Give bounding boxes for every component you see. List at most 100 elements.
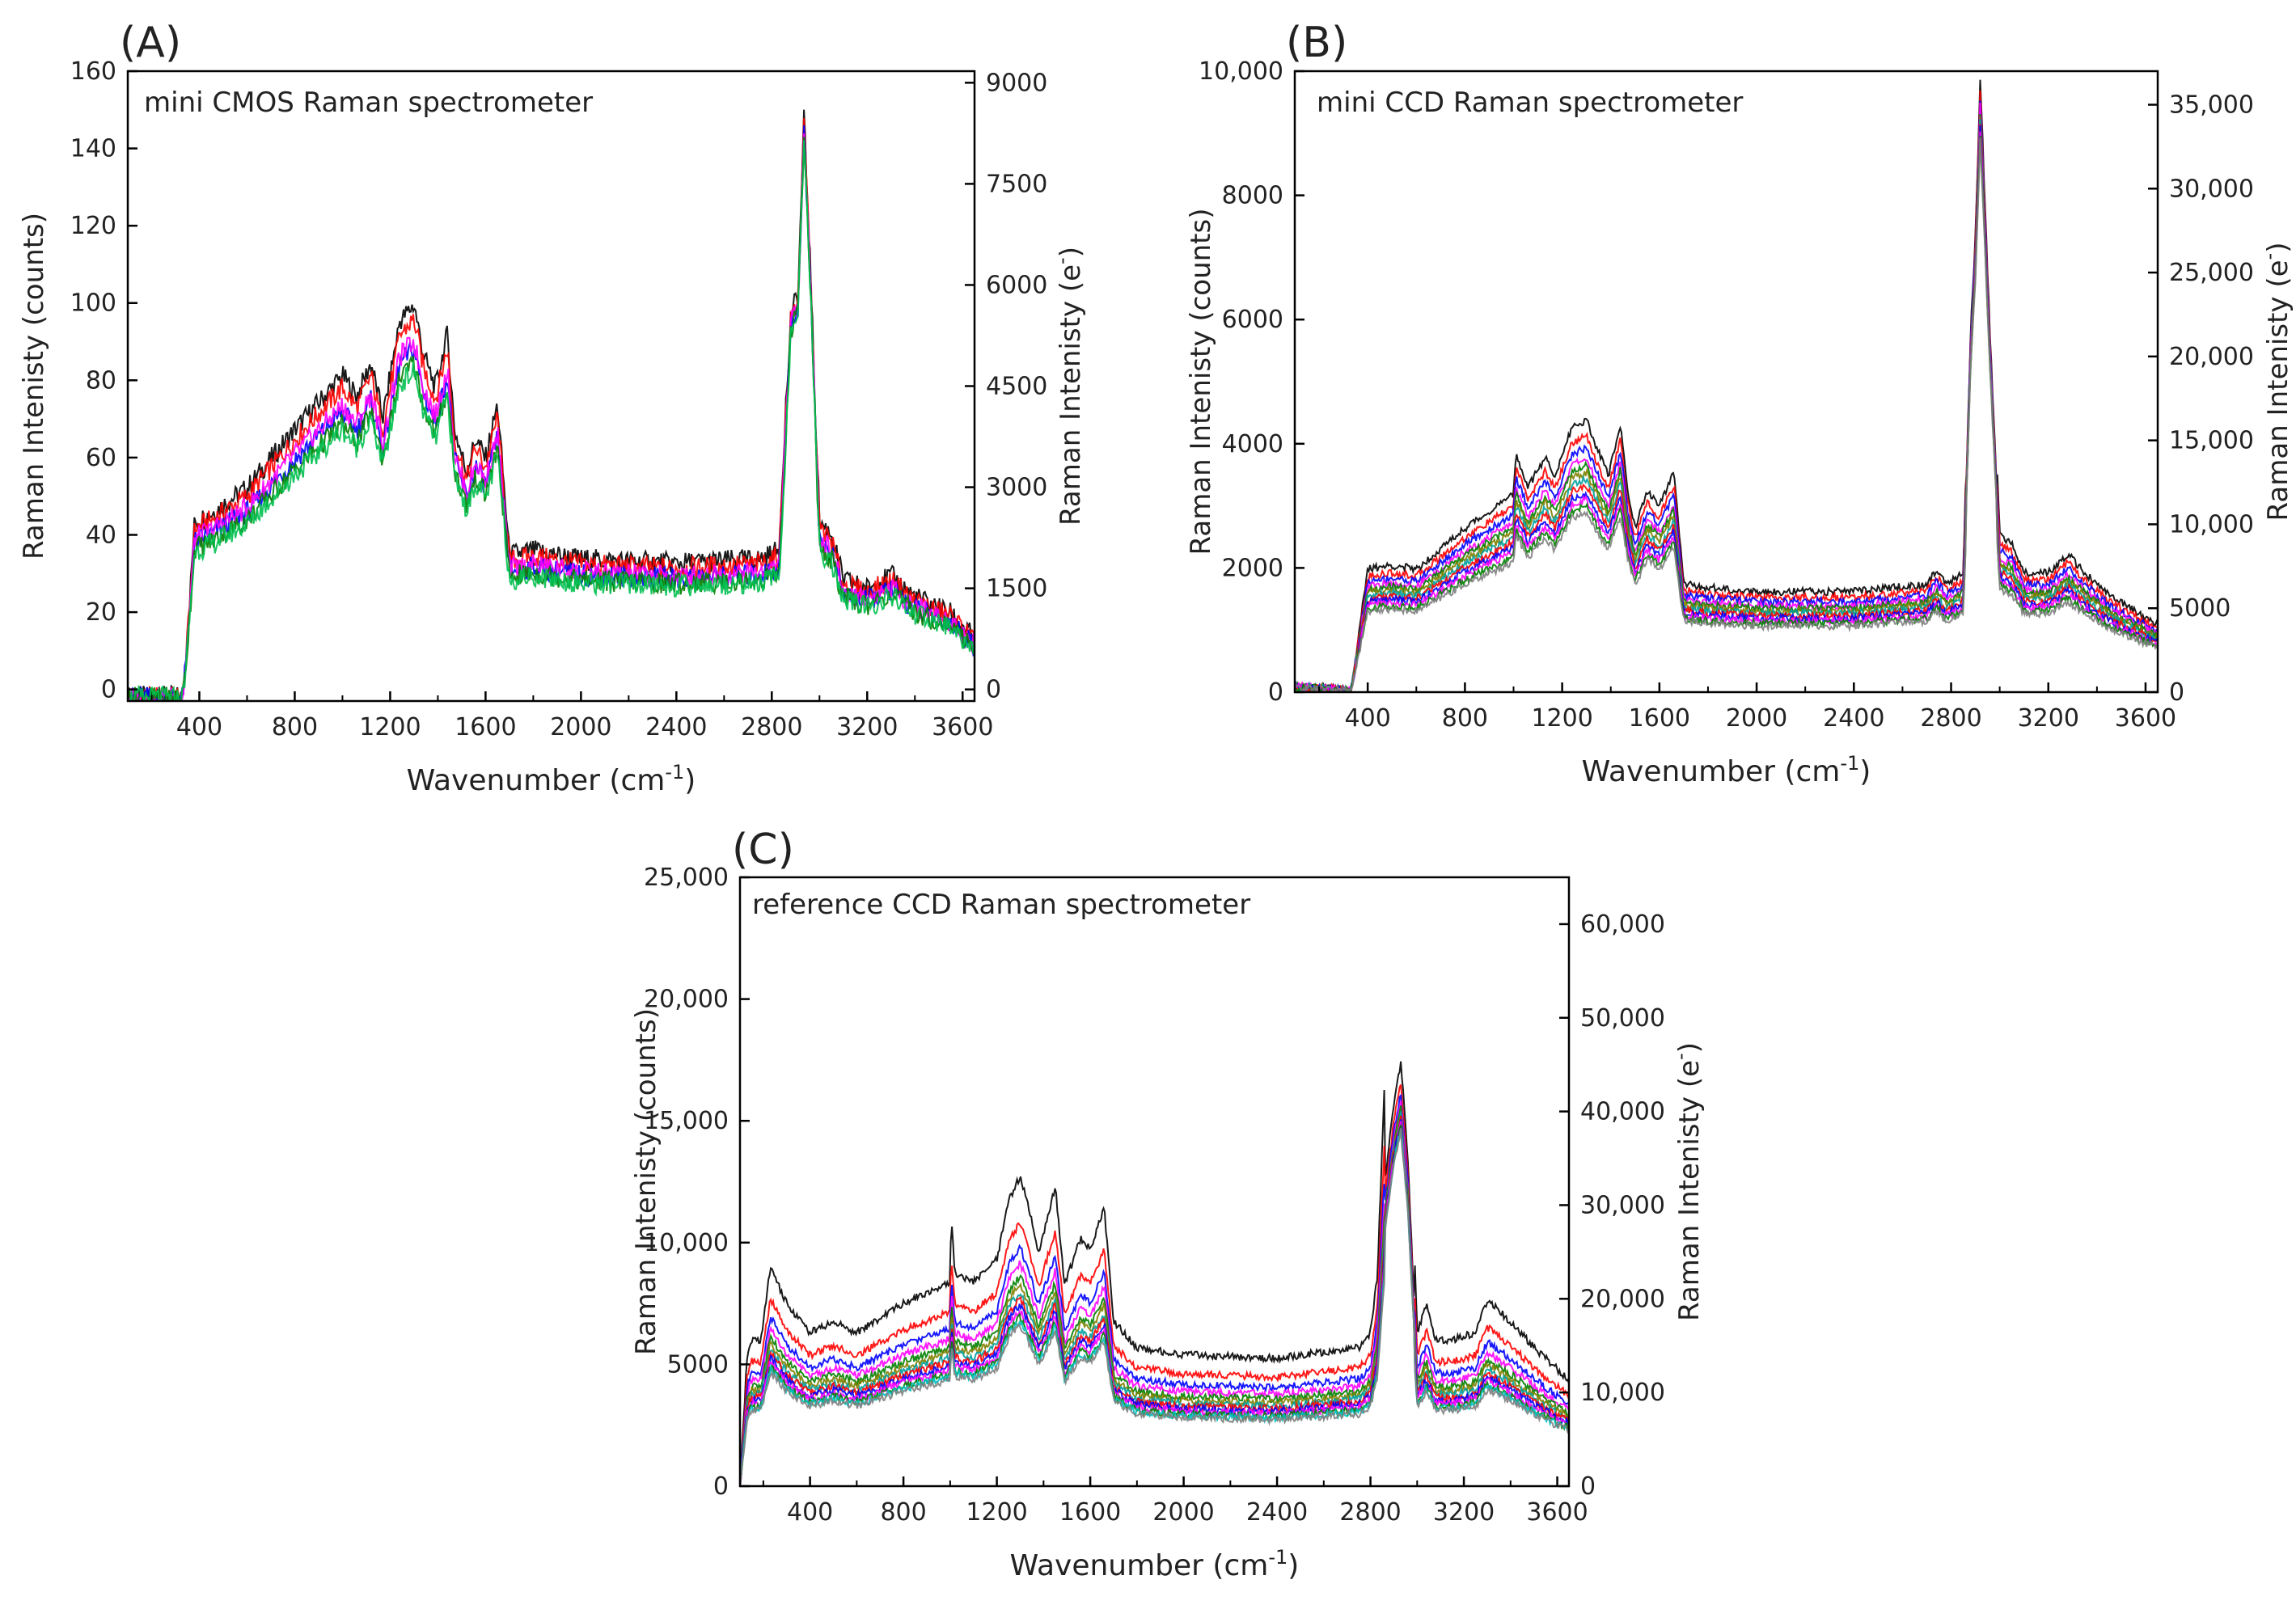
- y2-tick-label: 5000: [2169, 594, 2230, 623]
- y2-tick-label: 60,000: [1580, 910, 1665, 939]
- series-line: [740, 1128, 1569, 1486]
- y2-tick-label: 0: [1580, 1472, 1596, 1501]
- x-tick-label: 2800: [741, 713, 802, 741]
- series-group: [740, 1061, 1569, 1486]
- y2-tick-label: 4500: [986, 373, 1047, 401]
- plot-frame: [1293, 70, 2159, 694]
- x-tick-label: 2400: [1246, 1498, 1308, 1527]
- panel-1: (A)400 800 1200 1600 2000 2400 2800 3200 3600020…: [18, 19, 1087, 797]
- x-tick-label: 2400: [645, 713, 707, 741]
- y2-tick-label: 7500: [986, 170, 1047, 198]
- y2-tick-label: 10,000: [2169, 510, 2254, 539]
- series-group: [128, 109, 975, 701]
- y2-axis-label: Raman Intenisty (e-): [1669, 1042, 1706, 1321]
- y2-axis-label: Raman Intenisty (e-): [2258, 243, 2294, 522]
- y-tick-label: 20: [86, 598, 116, 627]
- y2-tick-label: 25,000: [2169, 259, 2254, 287]
- y-axis-label: Raman Intenisty (counts): [1185, 209, 1217, 555]
- y-tick-label: 60: [86, 444, 116, 472]
- y-tick-label: 0: [101, 676, 116, 704]
- y-axis-label: Raman Intenisty (counts): [630, 1008, 662, 1355]
- y2-tick-label: 30,000: [1580, 1191, 1665, 1219]
- y2-axis-label-sup: -: [2258, 253, 2281, 260]
- series-line: [740, 1061, 1569, 1485]
- y-tick-label: 120: [70, 212, 116, 240]
- y2-tick-label: 30,000: [2169, 175, 2254, 203]
- y-tick-label: 20,000: [644, 986, 729, 1014]
- series-line: [129, 140, 975, 701]
- x-tick-label: 3200: [2018, 704, 2079, 733]
- y-tick-label: 25,000: [644, 864, 729, 892]
- x-tick-label: 400: [176, 713, 222, 741]
- y2-axis-label-main: Raman Intenisty (e: [1055, 264, 1087, 526]
- y2-axis-label: Raman Intenisty (e-): [1051, 247, 1087, 526]
- x-tick-label: 1200: [1531, 704, 1592, 733]
- chart-title: mini CMOS Raman spectrometer: [144, 87, 593, 119]
- y-tick-label: 40: [86, 521, 116, 549]
- y2-tick-label: 15,000: [2169, 427, 2254, 455]
- x-axis-label-main: Wavenumber (cm: [407, 764, 666, 797]
- series-line: [1295, 79, 2158, 692]
- y2-axis-label-main: Raman Intenisty (e: [1673, 1060, 1706, 1321]
- y2-tick-label: 0: [986, 676, 1001, 704]
- x-tick-label: 3600: [2115, 704, 2176, 733]
- plot-frame: [738, 876, 1571, 1488]
- series-line: [1295, 113, 2158, 692]
- x-axis-label-main: Wavenumber (cm: [1582, 755, 1841, 788]
- series-line: [1295, 124, 2158, 692]
- y-tick-label: 5000: [667, 1350, 729, 1379]
- x-axis-label-end: ): [684, 764, 696, 797]
- y2-axis-label-end: ): [2262, 243, 2294, 253]
- x-tick-label: 2000: [550, 713, 611, 741]
- x-axis-label: Wavenumber (cm-1): [1582, 752, 1871, 788]
- x-tick-label: 3200: [836, 713, 898, 741]
- y-tick-label: 10,000: [1199, 57, 1283, 86]
- series-line: [740, 1119, 1569, 1485]
- y-tick-label: 140: [70, 135, 116, 163]
- x-tick-label: 1200: [359, 713, 421, 741]
- y2-axis-label-end: ): [1673, 1042, 1706, 1053]
- x-tick-label: 400: [1345, 704, 1391, 733]
- y-tick-label: 15,000: [644, 1107, 729, 1135]
- series-line: [128, 137, 975, 701]
- series-group: [1295, 79, 2158, 692]
- y2-tick-label: 20,000: [1580, 1285, 1665, 1313]
- y-tick-label: 160: [70, 57, 116, 86]
- series-line: [740, 1100, 1569, 1486]
- x-axis-label-end: ): [1859, 755, 1871, 788]
- x-axis-label-end: ): [1288, 1549, 1299, 1582]
- series-line: [128, 133, 975, 701]
- y2-tick-label: 10,000: [1580, 1379, 1665, 1407]
- y2-tick-label: 20,000: [2169, 343, 2254, 371]
- x-tick-label: 1600: [455, 713, 516, 741]
- series-line: [1295, 137, 2158, 692]
- y2-axis-label-main: Raman Intenisty (e: [2262, 260, 2294, 521]
- x-tick-label: 2000: [1152, 1498, 1214, 1527]
- y2-tick-label: 50,000: [1580, 1004, 1665, 1033]
- x-tick-label: 1200: [966, 1498, 1027, 1527]
- y2-axis-label-sup: -: [1669, 1053, 1692, 1060]
- series-line: [128, 109, 975, 701]
- y2-axis-label-end: ): [1055, 247, 1087, 257]
- chart-title: mini CCD Raman spectrometer: [1317, 87, 1743, 119]
- x-tick-label: 800: [880, 1498, 926, 1527]
- series-line: [740, 1093, 1569, 1486]
- series-line: [740, 1111, 1569, 1485]
- y-tick-label: 6000: [1222, 306, 1283, 334]
- series-line: [740, 1105, 1569, 1485]
- x-tick-label: 2800: [1920, 704, 1981, 733]
- y-tick-label: 4000: [1222, 430, 1283, 458]
- panel-label: (C): [732, 826, 794, 874]
- series-line: [740, 1083, 1569, 1486]
- x-axis-label-main: Wavenumber (cm: [1010, 1549, 1269, 1582]
- y2-tick-label: 35,000: [2169, 91, 2254, 120]
- x-axis-label: Wavenumber (cm-1): [407, 761, 696, 797]
- y-tick-label: 10,000: [644, 1229, 729, 1257]
- x-tick-label: 400: [787, 1498, 833, 1527]
- series-line: [1295, 100, 2158, 692]
- x-tick-label: 3600: [932, 713, 993, 741]
- series-line: [128, 117, 975, 701]
- panel-label: (B): [1286, 19, 1347, 67]
- y2-tick-label: 1500: [986, 575, 1047, 603]
